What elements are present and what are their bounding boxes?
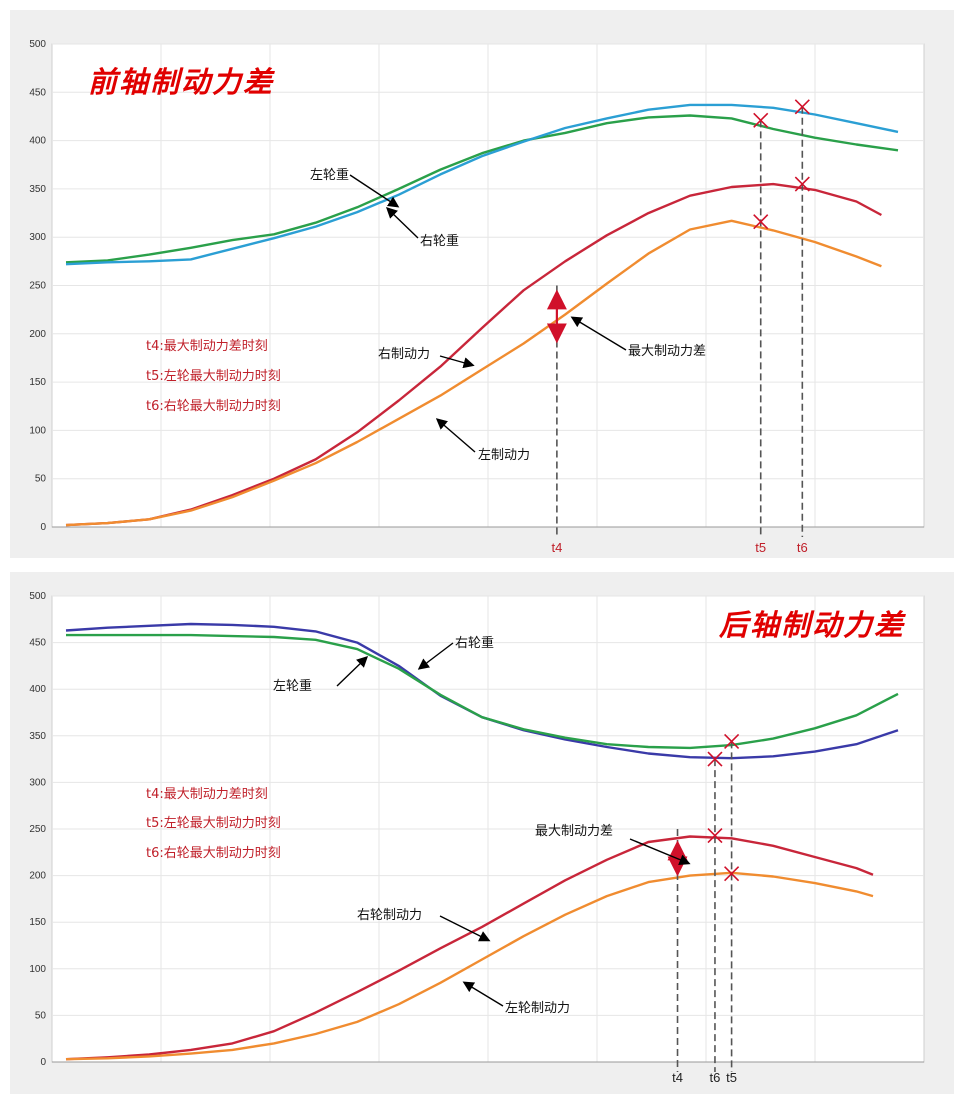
cross-stroke bbox=[707, 751, 723, 767]
annotation-pointer bbox=[435, 418, 476, 453]
annotation-pointer bbox=[417, 642, 454, 670]
peak-cross-mark bbox=[794, 176, 810, 192]
peak-cross-mark bbox=[707, 827, 723, 844]
peak-cross-mark bbox=[724, 733, 740, 749]
annotation-pointer bbox=[349, 174, 400, 208]
y-tick-label: 200 bbox=[29, 329, 46, 340]
y-tick-label: 350 bbox=[29, 731, 46, 742]
y-tick-label: 500 bbox=[29, 591, 46, 602]
series-line bbox=[65, 835, 874, 1061]
cross-stroke bbox=[753, 214, 769, 230]
y-tick-label: 450 bbox=[29, 638, 46, 649]
marker-label: t6 bbox=[797, 540, 808, 555]
annotation-left_brake: 左轮制动力 bbox=[505, 1001, 570, 1016]
cross-stroke bbox=[794, 99, 810, 115]
y-tick-label: 300 bbox=[29, 777, 46, 788]
y-tick-label: 100 bbox=[29, 425, 46, 436]
marker-label: t6 bbox=[710, 1070, 721, 1085]
chart-title: 前轴制动力差 bbox=[88, 65, 275, 99]
series-line bbox=[66, 633, 899, 750]
y-tick-label: 100 bbox=[29, 964, 46, 975]
peak-cross-mark bbox=[707, 751, 723, 767]
y-tick-label: 300 bbox=[29, 232, 46, 243]
rear-chart-group: 0 50 100 150 200 250 300 350 400 450 500 后轴制动力差 t4 t6… bbox=[29, 591, 925, 1085]
annotation-pointer bbox=[439, 355, 475, 369]
y-tick-label: 0 bbox=[40, 522, 46, 533]
y-tick-label: 500 bbox=[29, 39, 46, 50]
series-line bbox=[65, 219, 882, 527]
annotation-right_brake: 右制动力 bbox=[378, 347, 430, 362]
annotation-pointer bbox=[439, 915, 491, 942]
y-tick-label: 250 bbox=[29, 824, 46, 835]
series-line bbox=[65, 114, 899, 264]
annotation-pointer bbox=[336, 656, 369, 687]
cross-stroke bbox=[724, 866, 740, 882]
y-tick-label: 450 bbox=[29, 87, 46, 98]
y-tick-label: 250 bbox=[29, 281, 46, 292]
peak-cross-mark bbox=[753, 214, 769, 230]
y-tick-label: 200 bbox=[29, 871, 46, 882]
annotation-right_weight: 右轮重 bbox=[455, 635, 494, 651]
annotation-right_brake: 右轮制动力 bbox=[357, 908, 422, 923]
cross-stroke bbox=[794, 176, 810, 192]
cross-stroke bbox=[724, 733, 740, 749]
marker-label: t5 bbox=[755, 540, 766, 555]
legend-note: t6:右轮最大制动力时刻 bbox=[146, 399, 281, 414]
front-chart-group: 0 50 100 150 200 250 300 350 400 450 500 前轴制动力差 t4 t5… bbox=[29, 39, 925, 555]
series-line bbox=[65, 182, 882, 527]
legend-note: t6:右轮最大制动力时刻 bbox=[146, 846, 281, 861]
annotation-pointer bbox=[385, 207, 419, 239]
marker-label: t5 bbox=[726, 1070, 737, 1085]
cross-stroke bbox=[753, 112, 769, 128]
y-tick-label: 150 bbox=[29, 377, 46, 388]
cross-stroke bbox=[707, 827, 723, 844]
y-tick-label: 0 bbox=[40, 1057, 46, 1068]
peak-cross-mark bbox=[724, 866, 740, 882]
y-tick-label: 150 bbox=[29, 917, 46, 928]
annotation-max_diff: 最大制动力差 bbox=[628, 344, 706, 359]
y-tick-label: 50 bbox=[35, 1010, 47, 1021]
peak-cross-mark bbox=[794, 99, 810, 115]
marker-label: t4 bbox=[672, 1070, 683, 1085]
legend-note: t4:最大制动力差时刻 bbox=[146, 339, 268, 354]
legend-note: t5:左轮最大制动力时刻 bbox=[146, 369, 281, 384]
annotation-left_weight: 左轮重 bbox=[310, 167, 349, 183]
y-tick-label: 350 bbox=[29, 184, 46, 195]
y-tick-label: 400 bbox=[29, 684, 46, 695]
series-line bbox=[65, 103, 899, 266]
annotation-left_brake: 左制动力 bbox=[478, 448, 530, 463]
annotation-pointer bbox=[462, 981, 504, 1007]
chart-title: 后轴制动力差 bbox=[718, 608, 906, 642]
grid-lines bbox=[52, 595, 924, 1063]
annotation-max_diff: 最大制动力差 bbox=[535, 824, 613, 839]
annotation-pointer bbox=[570, 316, 627, 351]
peak-cross-mark bbox=[753, 112, 769, 128]
y-tick-label: 400 bbox=[29, 136, 46, 147]
marker-label: t4 bbox=[551, 540, 562, 555]
legend-note: t4:最大制动力差时刻 bbox=[146, 787, 268, 802]
series-line bbox=[65, 871, 874, 1061]
annotation-left_weight: 左轮重 bbox=[273, 678, 312, 694]
y-tick-label: 50 bbox=[35, 474, 47, 485]
legend-note: t5:左轮最大制动力时刻 bbox=[146, 816, 281, 831]
annotation-pointer bbox=[629, 838, 691, 865]
annotation-right_weight: 右轮重 bbox=[420, 233, 459, 249]
